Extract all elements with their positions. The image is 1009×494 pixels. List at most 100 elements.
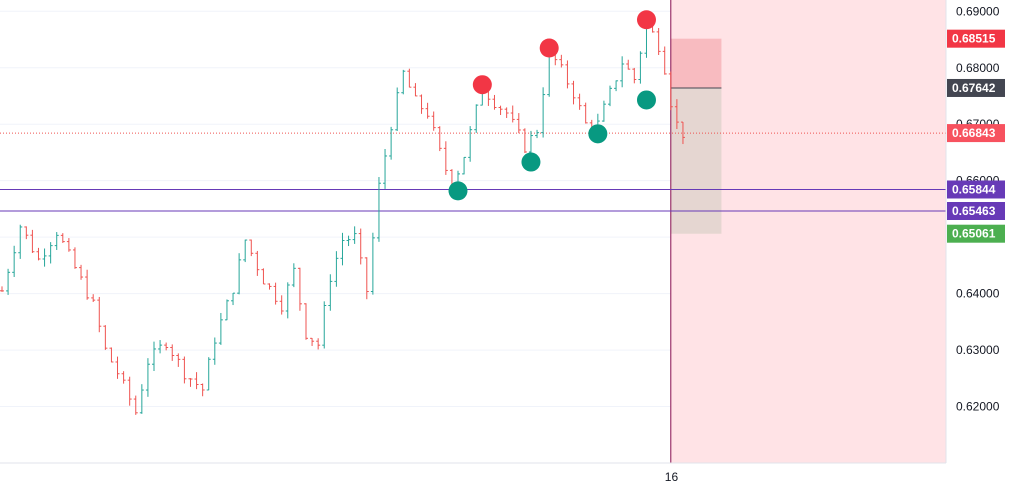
candles bbox=[0, 17, 685, 415]
candle bbox=[139, 384, 144, 414]
candle bbox=[346, 235, 351, 247]
price-badge-bg bbox=[947, 124, 1005, 143]
price-badge[interactable]: 0.67642 bbox=[947, 78, 1005, 97]
candle bbox=[340, 232, 345, 266]
swing-low-marker bbox=[448, 181, 468, 201]
candle bbox=[680, 121, 685, 145]
candle bbox=[474, 104, 479, 133]
candle bbox=[510, 105, 515, 123]
candle bbox=[638, 51, 643, 84]
candle bbox=[6, 268, 11, 295]
candle bbox=[535, 129, 540, 139]
candle bbox=[279, 295, 284, 315]
candle bbox=[261, 268, 266, 285]
candle bbox=[291, 263, 296, 288]
candle bbox=[407, 68, 412, 88]
candle bbox=[419, 94, 424, 114]
candle bbox=[60, 233, 65, 243]
candle bbox=[559, 54, 564, 68]
candle bbox=[522, 128, 527, 154]
candle bbox=[443, 141, 448, 175]
candle bbox=[212, 337, 217, 365]
candle bbox=[103, 325, 108, 350]
candle bbox=[468, 126, 473, 162]
swing-low-marker bbox=[636, 90, 656, 110]
candle bbox=[121, 371, 126, 384]
candle bbox=[42, 248, 47, 267]
price-badge-text: 0.65844 bbox=[952, 182, 996, 196]
candle bbox=[12, 245, 17, 277]
candle bbox=[255, 250, 260, 276]
candle bbox=[413, 83, 418, 97]
time-tick-label: 16 bbox=[665, 470, 679, 484]
price-badge[interactable]: 0.65844 bbox=[947, 180, 1005, 199]
candle bbox=[614, 80, 619, 92]
candle bbox=[328, 274, 333, 311]
candle bbox=[389, 126, 394, 160]
candle bbox=[164, 342, 169, 351]
candle bbox=[158, 340, 163, 354]
candle bbox=[91, 294, 96, 302]
time-axis[interactable]: 16 bbox=[0, 462, 946, 484]
candle bbox=[231, 292, 236, 306]
candle bbox=[237, 253, 242, 295]
price-axis[interactable]: 0.690000.680000.670000.660000.640000.630… bbox=[945, 0, 1009, 489]
candle bbox=[176, 353, 181, 367]
swing-high-marker bbox=[636, 10, 656, 30]
candle bbox=[608, 85, 612, 107]
candle bbox=[194, 372, 199, 390]
price-tick-label: 0.68000 bbox=[956, 61, 1000, 75]
candle bbox=[352, 226, 357, 244]
candle bbox=[79, 264, 84, 280]
candle bbox=[72, 247, 77, 269]
candle bbox=[224, 299, 229, 321]
candle bbox=[304, 303, 308, 340]
candle bbox=[498, 105, 503, 115]
price-badge-bg bbox=[947, 29, 1005, 48]
price-badge[interactable]: 0.68515 bbox=[947, 29, 1005, 48]
candle bbox=[492, 94, 497, 110]
candle bbox=[218, 312, 223, 345]
candle bbox=[668, 71, 673, 111]
candle bbox=[431, 111, 436, 131]
candle bbox=[85, 269, 90, 300]
take-profit-zone[interactable] bbox=[670, 87, 722, 234]
candle bbox=[127, 376, 132, 406]
price-badge-text: 0.66843 bbox=[952, 126, 996, 140]
candle bbox=[383, 148, 388, 189]
price-badge[interactable]: 0.65061 bbox=[947, 224, 1005, 243]
candle bbox=[206, 357, 211, 391]
candle bbox=[620, 56, 625, 88]
candle bbox=[674, 99, 679, 130]
price-tick-label: 0.69000 bbox=[956, 4, 1000, 18]
price-badge-text: 0.67642 bbox=[952, 81, 996, 95]
price-badge[interactable]: 0.65463 bbox=[947, 202, 1005, 221]
candle bbox=[267, 283, 272, 290]
candle bbox=[200, 383, 205, 397]
candle bbox=[48, 242, 53, 264]
price-badge[interactable]: 0.66843 bbox=[947, 124, 1005, 143]
price-badge-bg bbox=[947, 202, 1005, 221]
price-badge-bg bbox=[947, 78, 1005, 97]
candle bbox=[36, 247, 41, 261]
candle bbox=[395, 87, 400, 132]
position-tool[interactable] bbox=[670, 38, 722, 234]
candle bbox=[316, 338, 321, 350]
candle bbox=[182, 356, 187, 384]
swing-high-marker bbox=[539, 38, 559, 58]
candle bbox=[358, 228, 363, 265]
candle bbox=[541, 87, 546, 138]
candle bbox=[152, 341, 156, 372]
candle bbox=[425, 102, 430, 119]
candle bbox=[310, 337, 315, 346]
candle bbox=[601, 100, 606, 122]
candle bbox=[97, 296, 102, 333]
candle bbox=[577, 93, 582, 110]
candle bbox=[334, 251, 339, 287]
candle bbox=[297, 267, 302, 311]
stop-loss-zone[interactable] bbox=[670, 38, 722, 88]
price-badge-bg bbox=[947, 180, 1005, 199]
candle bbox=[565, 60, 570, 89]
